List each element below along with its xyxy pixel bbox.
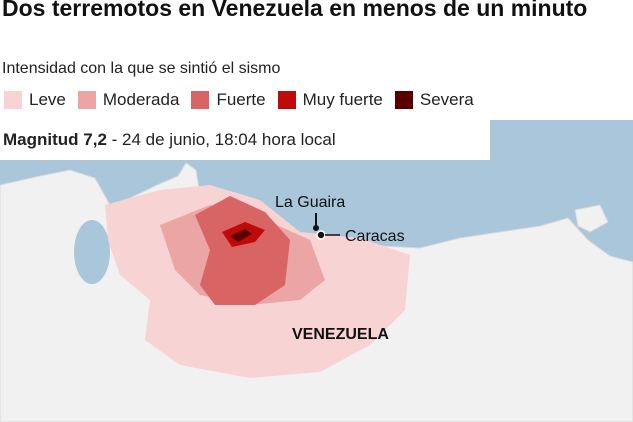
legend-label: Fuerte <box>216 90 266 109</box>
legend-item: Muy fuerte <box>277 90 383 110</box>
legend-item: Leve <box>4 90 66 110</box>
legend-item: Moderada <box>77 90 180 110</box>
zone-fuerte <box>195 196 290 305</box>
lake-maracaibo <box>74 220 110 284</box>
legend-label: Muy fuerte <box>302 90 383 109</box>
legend-label: Severa <box>419 90 474 109</box>
legend-swatch <box>277 91 296 109</box>
legend-label: Leve <box>29 90 66 109</box>
legend-item: Severa <box>394 90 474 110</box>
country-label: VENEZUELA <box>292 326 389 343</box>
caracas-dot <box>316 230 326 240</box>
legend-swatch <box>77 91 96 109</box>
legend-swatch <box>4 91 22 109</box>
legend-label: Moderada <box>102 90 180 109</box>
place-label: Caracas <box>345 228 405 245</box>
magnitude: Magnitud 7,2 <box>3 130 107 149</box>
place-label: La Guaira <box>275 194 345 211</box>
header-panel <box>0 0 633 120</box>
legend: Leve Moderada Fuerte Muy fuerte Severa <box>4 90 486 110</box>
trinidad <box>574 204 609 233</box>
legend-swatch <box>191 91 210 109</box>
legend-item: Fuerte <box>191 90 266 110</box>
title: Dos terremotos en Venezuela en menos de … <box>2 0 588 21</box>
info-panel <box>0 119 490 160</box>
subtitle: Intensidad con la que se sintió el sismo <box>2 60 281 77</box>
zone-severa <box>230 229 252 242</box>
info: Magnitud 7,2 - 24 de junio, 18:04 hora l… <box>3 130 336 150</box>
legend-swatch <box>394 91 413 109</box>
la-guaira-dot <box>313 225 319 231</box>
date: - 24 de junio, 18:04 hora local <box>111 130 336 149</box>
